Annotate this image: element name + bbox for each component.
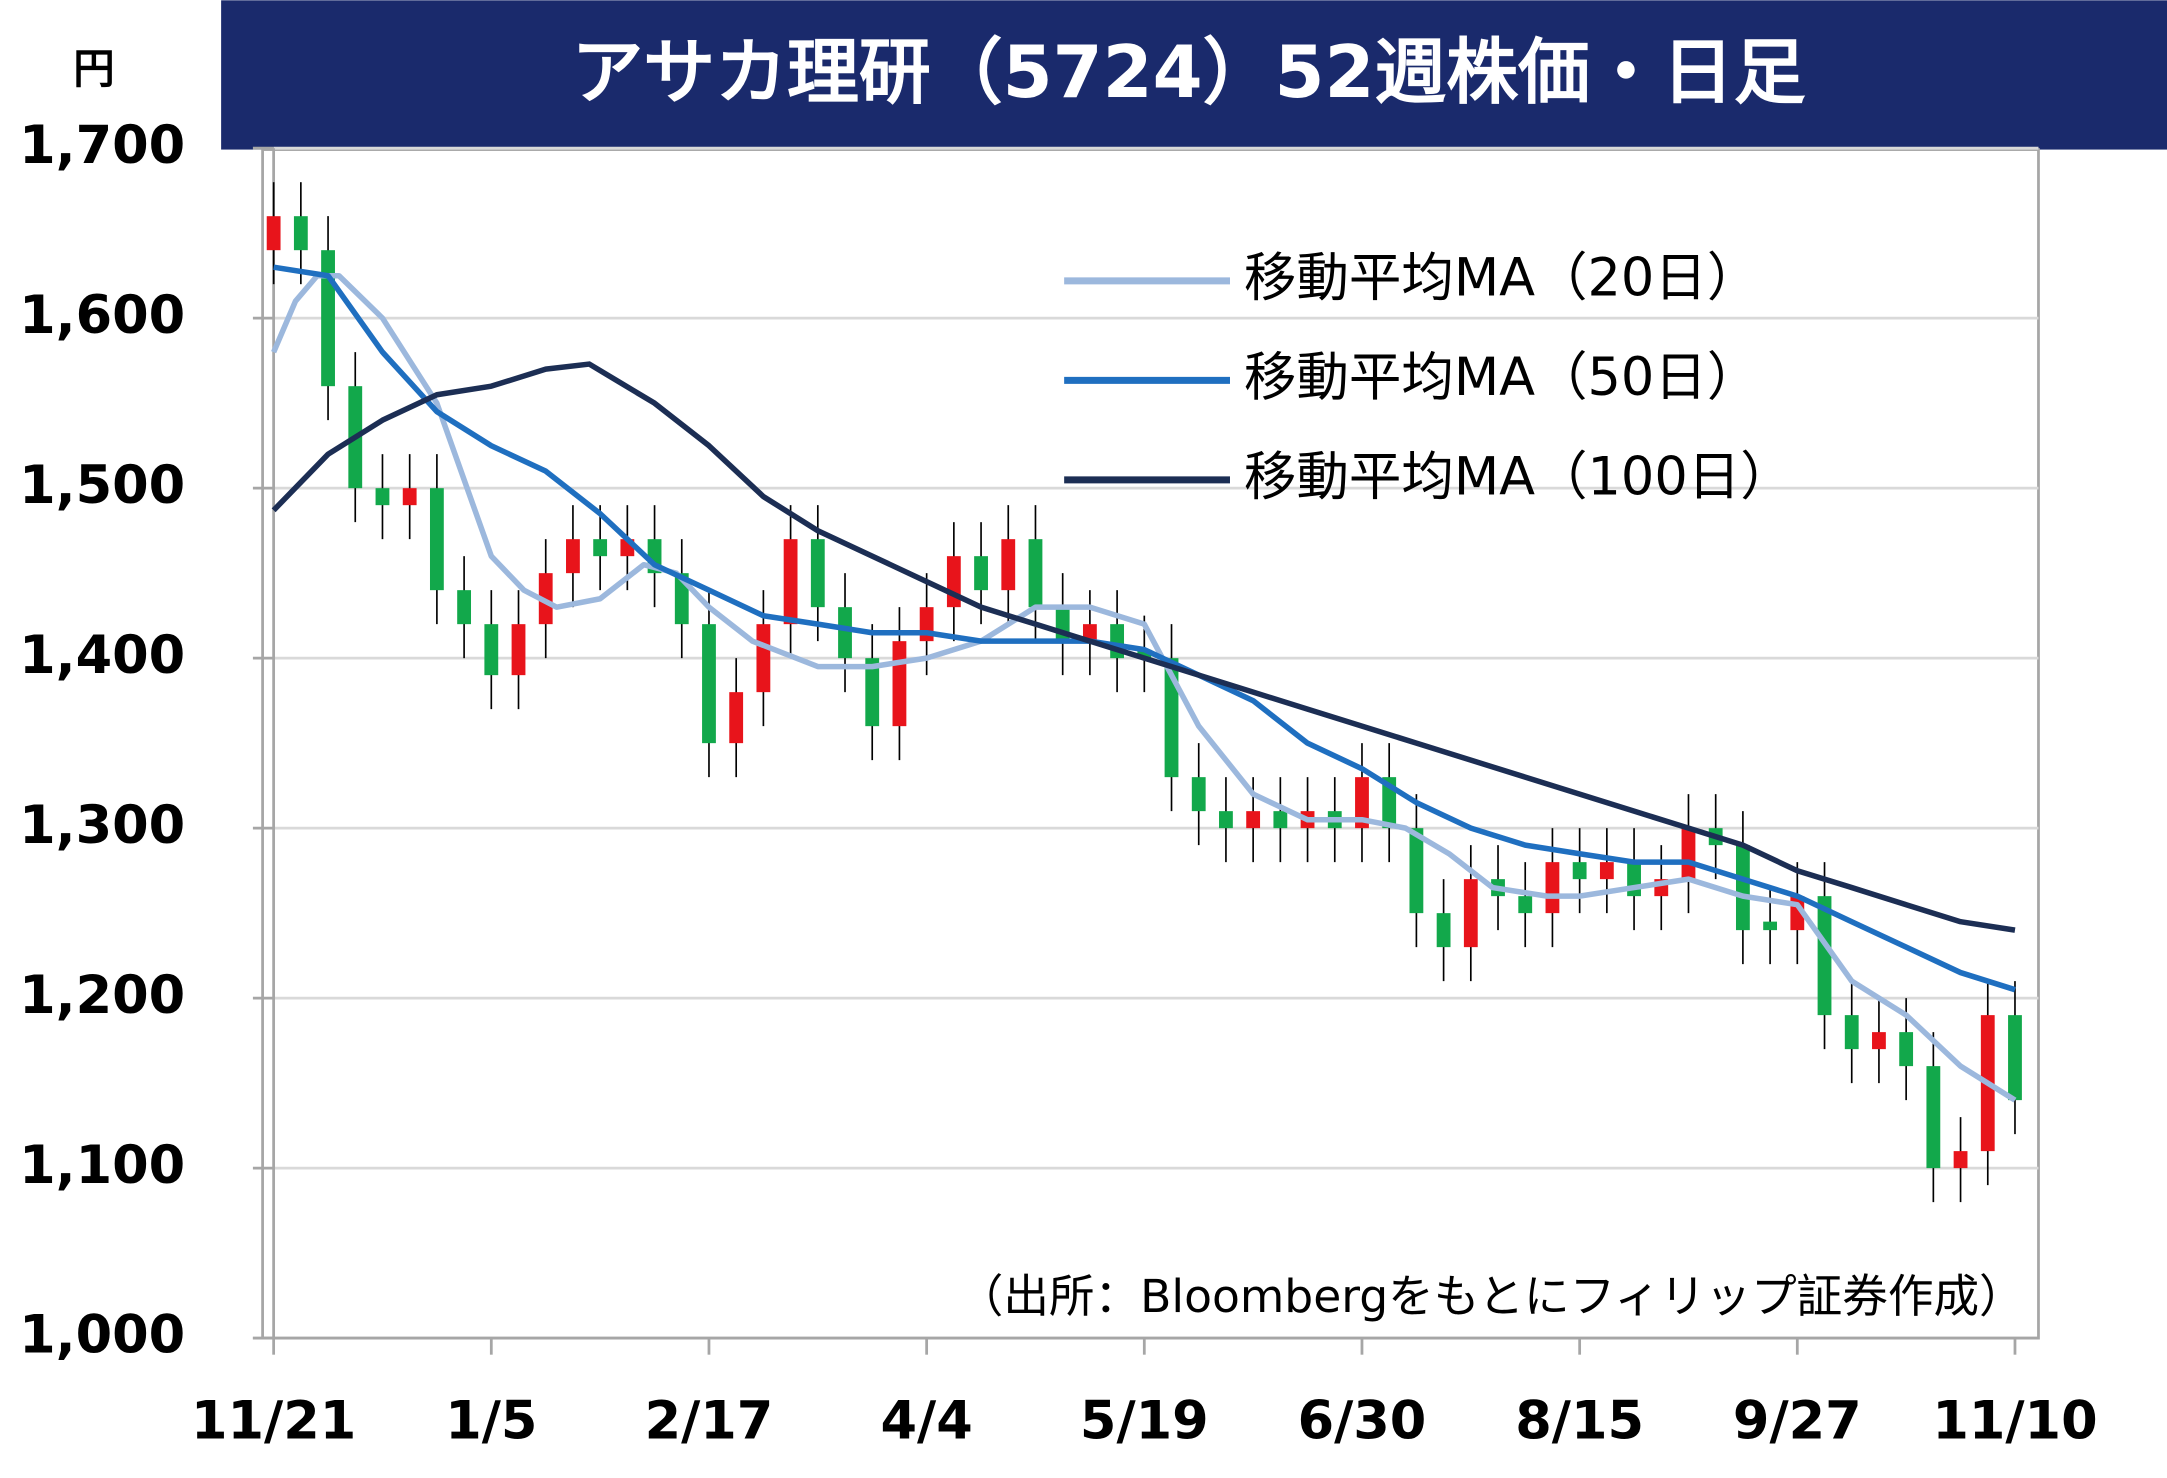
y-tick-label: 1,500	[19, 455, 185, 516]
candle-body	[2008, 1015, 2022, 1101]
candle-body	[321, 250, 335, 387]
candle-body	[729, 692, 744, 744]
x-tick-label: 11/10	[1932, 1390, 2097, 1451]
moving-average-line	[271, 361, 2016, 933]
candle-body	[1463, 879, 1478, 948]
x-tick-label: 9/27	[1733, 1390, 1862, 1451]
candle-body	[1872, 1032, 1886, 1050]
candle-body	[402, 488, 417, 506]
candle-body	[783, 539, 798, 625]
title-bar	[221, 0, 2167, 150]
legend-label: 移動平均MA（50日）	[1244, 347, 1760, 408]
candle-body	[974, 556, 988, 591]
candle-body	[1763, 921, 1778, 931]
candle-body	[375, 488, 390, 506]
candle-body	[1191, 777, 1206, 812]
candle-body	[457, 590, 472, 625]
candle-body	[1409, 828, 1424, 914]
candle-body	[484, 624, 499, 676]
candle-body	[1164, 658, 1179, 778]
y-tick-label: 1,100	[19, 1135, 185, 1196]
x-tick-label: 11/21	[191, 1390, 356, 1451]
candle-body	[838, 607, 852, 659]
candle-body	[1735, 845, 1750, 931]
x-tick-label: 4/4	[881, 1390, 973, 1451]
legend: 移動平均MA（20日） 移動平均MA（50日） 移動平均MA（100日）	[1064, 248, 1793, 508]
candle-body	[702, 624, 716, 744]
candle-body	[865, 658, 880, 727]
y-tick-label: 1,300	[19, 795, 185, 856]
candle-body	[892, 641, 907, 727]
candle-body	[429, 488, 444, 591]
chart-title: アサカ理研（5724）52週株価・日足	[571, 30, 1805, 114]
candle-body	[1355, 777, 1369, 829]
x-tick-label: 1/5	[445, 1390, 537, 1451]
candle-body	[593, 539, 608, 557]
candle-body	[1246, 811, 1261, 829]
x-tick-label: 6/30	[1298, 1390, 1427, 1451]
y-tick-label: 1,000	[19, 1305, 185, 1366]
candle-body	[1082, 624, 1097, 642]
y-tick-label: 1,400	[19, 625, 185, 686]
candle-body	[756, 624, 771, 693]
y-tick-label: 1,700	[19, 115, 185, 176]
x-tick-label: 5/19	[1080, 1390, 1209, 1451]
candle-body	[1899, 1032, 1914, 1067]
marks	[266, 182, 2022, 1203]
candle-body	[1518, 896, 1533, 914]
x-tick-label: 8/15	[1515, 1390, 1644, 1451]
grid: 1,000 1,100 1,200 1,300 1,400 1,500 1,600 1,700…	[19, 115, 2097, 1452]
x-tick-label: 2/17	[645, 1390, 774, 1451]
candle-body	[566, 539, 580, 574]
candle-body	[1001, 539, 1016, 591]
candle-body	[511, 624, 526, 676]
candle-body	[1599, 862, 1614, 880]
candle-body	[266, 216, 281, 251]
y-unit-label: 円	[73, 45, 114, 93]
candle-body	[1545, 862, 1560, 914]
candle-body	[1681, 828, 1696, 880]
candle-body	[810, 539, 825, 608]
y-tick-label: 1,200	[19, 965, 185, 1026]
candle-body	[1137, 649, 1152, 659]
candle-body	[1436, 913, 1451, 948]
legend-label: 移動平均MA（100日）	[1244, 447, 1793, 508]
moving-average-line	[271, 272, 2017, 1103]
legend-label: 移動平均MA（20日）	[1244, 248, 1760, 309]
candle-body	[1844, 1015, 1859, 1050]
candle-body	[1273, 811, 1288, 829]
candle-body	[1572, 862, 1587, 880]
candle-body	[1953, 1151, 1968, 1169]
y-tick-label: 1,600	[19, 285, 185, 346]
source-note: （出所：Bloombergをもとにフィリップ証券作成）	[958, 1270, 2025, 1323]
candle-body	[293, 216, 308, 251]
candle-body	[1219, 811, 1233, 829]
candle-body	[1817, 896, 1832, 1016]
moving-average-line	[273, 264, 2016, 993]
candle-body	[1028, 539, 1043, 608]
candle-body	[1926, 1066, 1941, 1169]
